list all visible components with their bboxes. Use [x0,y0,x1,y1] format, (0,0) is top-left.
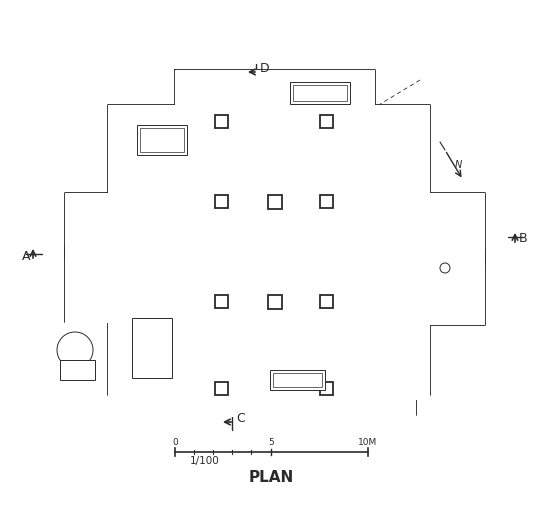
Bar [60,360,95,380]
Bar [290,82,350,104]
Text: 1/100: 1/100 [190,456,220,466]
Text: C: C [236,413,245,425]
Bar [270,370,325,390]
Bar [215,115,228,128]
Bar [128,395,416,417]
Text: D: D [260,62,270,75]
Text: PLAN: PLAN [249,470,294,485]
Text: N: N [455,160,462,170]
Bar [140,128,184,152]
Bar [215,382,228,395]
Bar [65,193,118,323]
Bar [293,85,347,101]
Text: B: B [519,231,527,245]
Bar [215,295,228,308]
Text: 5: 5 [268,438,274,447]
Bar [268,295,282,309]
Bar [430,193,485,325]
Bar [320,195,333,208]
Text: A: A [22,249,30,263]
Circle shape [440,263,450,273]
Bar [268,195,282,209]
Bar [175,70,375,108]
Text: 0: 0 [172,438,178,447]
Bar [108,105,430,400]
Bar [273,373,322,387]
Bar [215,195,228,208]
Bar [132,318,172,378]
Bar [137,125,187,155]
Text: 10M: 10M [358,438,378,447]
Bar [320,115,333,128]
Bar [320,295,333,308]
Bar [320,382,333,395]
